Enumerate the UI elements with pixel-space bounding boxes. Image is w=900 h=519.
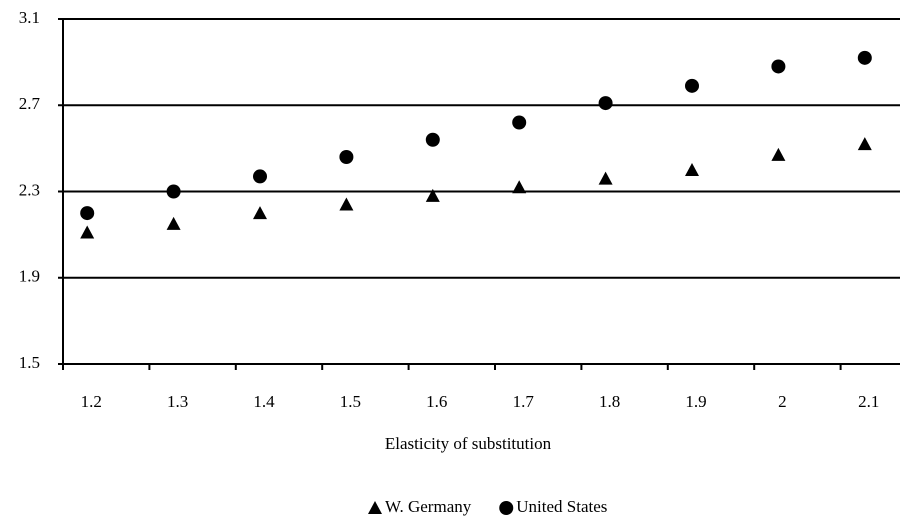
- x-tick-label: 1.5: [340, 392, 361, 411]
- point: [425, 132, 440, 147]
- x-tick-label: 1.2: [81, 392, 102, 411]
- point: [771, 147, 786, 161]
- point: [425, 188, 440, 202]
- y-tick-label: 1.5: [19, 353, 40, 372]
- point: [857, 50, 872, 65]
- point: [166, 216, 181, 230]
- point: [80, 206, 95, 221]
- point: [253, 169, 267, 184]
- x-tick-label: 1.8: [599, 392, 620, 411]
- x-tick-label: 1.7: [513, 392, 535, 411]
- point: [857, 137, 872, 151]
- y-tick-label: 1.9: [19, 267, 40, 286]
- point: [166, 184, 181, 199]
- x-axis-label: Elasticity of substitution: [385, 434, 552, 453]
- point: [512, 115, 527, 130]
- point: [685, 78, 699, 93]
- x-tick-label: 2: [778, 392, 787, 411]
- x-tick-label: 2.1: [858, 392, 879, 411]
- legend-marker: [368, 501, 382, 514]
- legend-marker: [499, 501, 514, 515]
- x-tick-label: 1.4: [253, 392, 275, 411]
- legend-label: W. Germany: [385, 497, 472, 516]
- y-tick-label: 2.7: [19, 94, 41, 113]
- y-tick-label: 3.1: [19, 8, 40, 27]
- point: [598, 171, 613, 185]
- legend-label: United States: [516, 497, 607, 516]
- x-tick-label: 1.3: [167, 392, 188, 411]
- point: [339, 197, 354, 211]
- point: [80, 225, 95, 239]
- point: [771, 59, 786, 74]
- point: [685, 162, 699, 176]
- x-tick-label: 1.9: [685, 392, 706, 411]
- y-tick-label: 2.3: [19, 180, 40, 199]
- point: [253, 206, 267, 220]
- point: [512, 180, 527, 194]
- x-tick-label: 1.6: [426, 392, 447, 411]
- point: [339, 150, 354, 164]
- point: [598, 96, 613, 111]
